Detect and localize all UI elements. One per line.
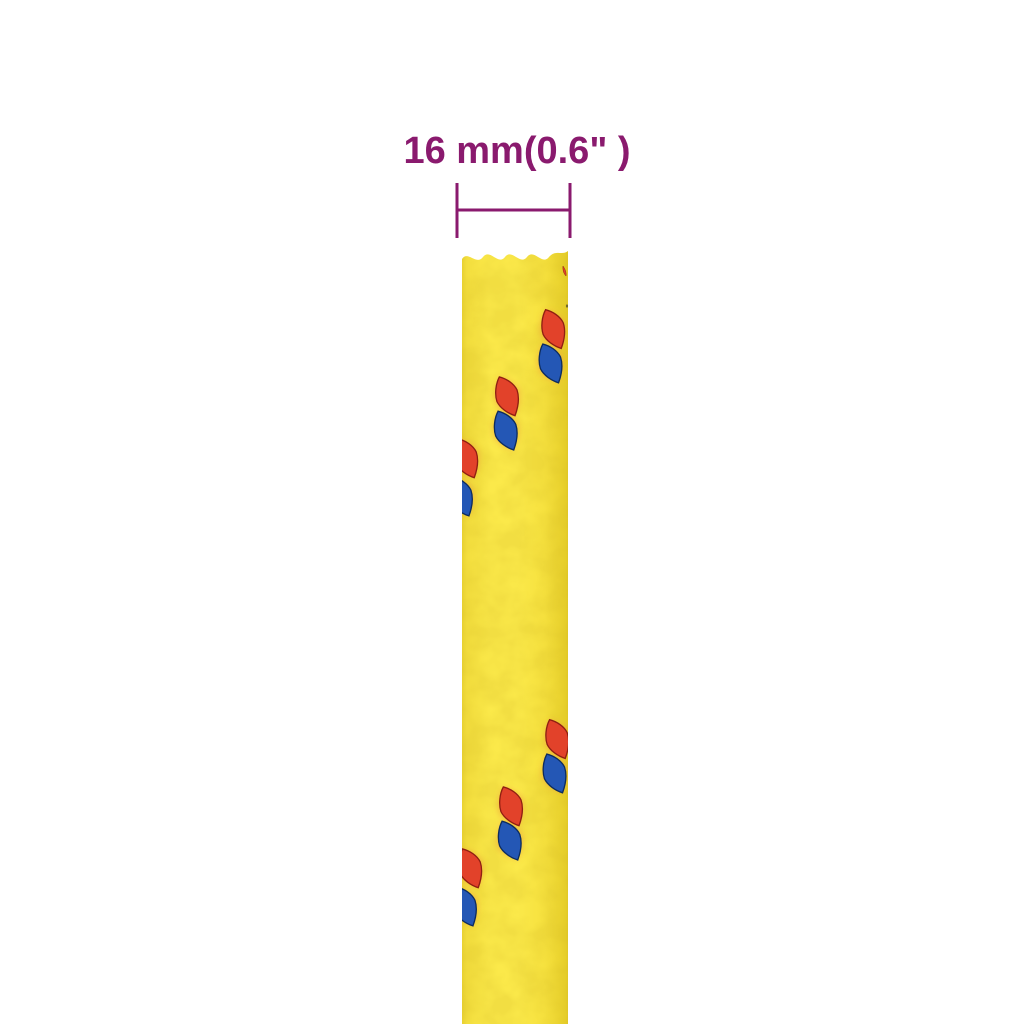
svg-text:16 mm(0.6" ): 16 mm(0.6" ) — [403, 130, 630, 172]
